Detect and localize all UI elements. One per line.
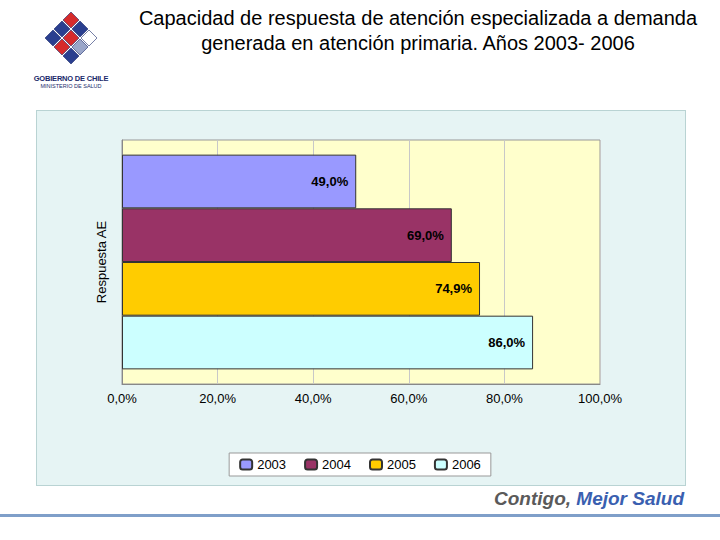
svg-text:40,0%: 40,0%	[295, 391, 332, 406]
html-text:Contigo, Mejor Salud: Contigo, Mejor Salud	[494, 488, 684, 509]
html-text:Capacidad de respuesta de aten: Capacidad de respuesta de atención espec…	[138, 7, 698, 54]
svg-text:100,0%: 100,0%	[578, 391, 623, 406]
html-text:MINISTERIO DE SALUD: MINISTERIO DE SALUD	[40, 83, 102, 89]
svg-text:49,0%: 49,0%	[311, 174, 348, 189]
svg-text:60,0%: 60,0%	[390, 391, 427, 406]
svg-text:2003: 2003	[257, 457, 286, 472]
svg-text:86,0%: 86,0%	[488, 335, 525, 350]
svg-text:74,9%: 74,9%	[435, 281, 472, 296]
svg-text:0,0%: 0,0%	[107, 391, 137, 406]
svg-text:2006: 2006	[452, 457, 481, 472]
svg-text:2004: 2004	[322, 457, 351, 472]
svg-text:80,0%: 80,0%	[486, 391, 523, 406]
svg-text:Respuesta AE: Respuesta AE	[94, 220, 109, 303]
svg-text:69,0%: 69,0%	[407, 228, 444, 243]
svg-text:2005: 2005	[387, 457, 416, 472]
svg-text:20,0%: 20,0%	[199, 391, 236, 406]
html-text:GOBIERNO DE CHILE: GOBIERNO DE CHILE	[33, 74, 109, 83]
